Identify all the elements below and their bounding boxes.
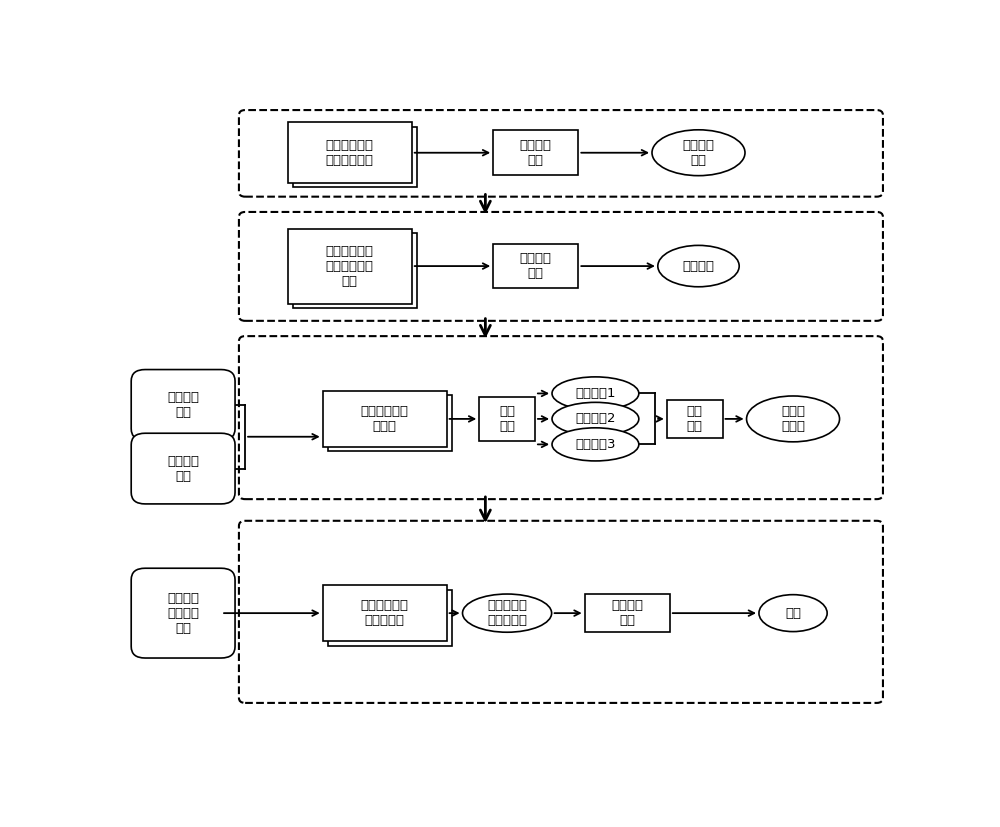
Bar xyxy=(323,391,447,447)
Ellipse shape xyxy=(658,246,739,287)
Ellipse shape xyxy=(463,594,552,632)
Text: 机器人搭载结
构光测量系统
构建: 机器人搭载结 构光测量系统 构建 xyxy=(326,245,374,288)
Text: 测量数据2: 测量数据2 xyxy=(575,413,616,425)
Bar xyxy=(479,397,535,441)
Text: 测量数据1: 测量数据1 xyxy=(575,387,616,400)
Text: 蒙皮: 蒙皮 xyxy=(785,607,801,619)
Ellipse shape xyxy=(552,377,639,410)
Text: 系统综合
标定: 系统综合 标定 xyxy=(611,599,643,627)
Bar xyxy=(323,586,447,641)
Ellipse shape xyxy=(759,595,827,632)
Text: 系统参数: 系统参数 xyxy=(682,260,714,273)
Text: 测量优化
参数: 测量优化 参数 xyxy=(682,139,714,167)
Text: 焊缝位置识别
与特征提取: 焊缝位置识别 与特征提取 xyxy=(361,599,409,627)
Text: 系统综合
标定: 系统综合 标定 xyxy=(520,252,552,280)
Text: 结构光扫描薄
壁件测量技术: 结构光扫描薄 壁件测量技术 xyxy=(326,139,374,167)
Text: 完整测
量数据: 完整测 量数据 xyxy=(781,405,805,433)
Bar xyxy=(667,399,723,438)
Bar xyxy=(328,590,452,646)
Ellipse shape xyxy=(552,403,639,436)
Text: 机器人测量运
动规划: 机器人测量运 动规划 xyxy=(361,405,409,433)
Bar xyxy=(288,228,412,304)
Ellipse shape xyxy=(747,396,840,442)
Text: 数据
拼合: 数据 拼合 xyxy=(687,405,703,433)
FancyBboxPatch shape xyxy=(239,521,883,703)
FancyBboxPatch shape xyxy=(239,336,883,500)
FancyBboxPatch shape xyxy=(131,370,235,440)
Bar xyxy=(493,131,578,175)
Bar xyxy=(328,395,452,452)
Bar xyxy=(585,594,670,632)
Text: 测量参数
配置: 测量参数 配置 xyxy=(520,139,552,167)
Text: 焊接结构
数模: 焊接结构 数模 xyxy=(167,391,199,419)
Bar xyxy=(293,127,417,188)
FancyBboxPatch shape xyxy=(131,568,235,658)
FancyBboxPatch shape xyxy=(131,433,235,504)
Text: 现场
测量: 现场 测量 xyxy=(499,405,515,433)
FancyBboxPatch shape xyxy=(239,212,883,321)
Text: 实测焊缝三
维曲线轮廓: 实测焊缝三 维曲线轮廓 xyxy=(487,599,527,627)
Bar xyxy=(293,233,417,308)
Ellipse shape xyxy=(552,428,639,461)
FancyBboxPatch shape xyxy=(239,110,883,197)
Text: 焊接结构
三维曲面
数模: 焊接结构 三维曲面 数模 xyxy=(167,591,199,634)
Bar xyxy=(493,244,578,289)
Bar xyxy=(288,122,412,183)
Text: 焊接结构
实物: 焊接结构 实物 xyxy=(167,455,199,483)
Ellipse shape xyxy=(652,130,745,175)
Text: 测量数据3: 测量数据3 xyxy=(575,437,616,451)
